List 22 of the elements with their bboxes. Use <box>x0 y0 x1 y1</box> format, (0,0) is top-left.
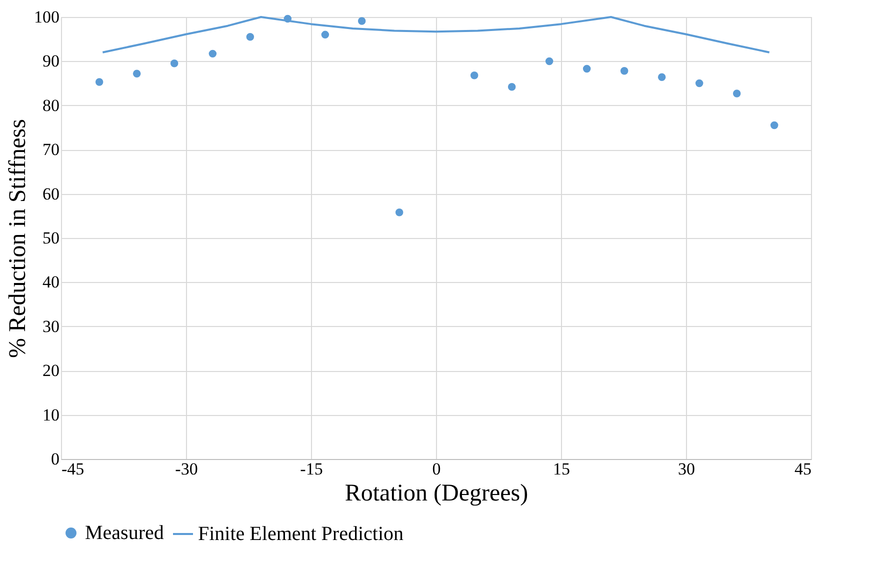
y-tick-label: 100 <box>34 8 60 26</box>
x-tick-label: -15 <box>300 460 323 478</box>
y-tick-label: 90 <box>42 52 60 71</box>
y-axis-title: % Reduction in Stiffness <box>5 119 31 358</box>
y-tick-label: 20 <box>42 361 60 380</box>
y-tick-label: 40 <box>42 272 60 292</box>
y-tick-label: 10 <box>42 405 60 424</box>
x-tick-label: -30 <box>175 460 198 478</box>
legend-label: Finite Element Prediction <box>198 523 404 545</box>
line-series <box>102 16 770 54</box>
x-tick-label: 30 <box>678 460 695 478</box>
x-tick-label: 15 <box>553 460 570 478</box>
x-tick-label: 0 <box>432 460 441 478</box>
y-tick-label: 50 <box>42 228 60 248</box>
y-tick-label: 80 <box>42 96 60 115</box>
x-tick-label: 45 <box>794 460 812 478</box>
legend-label: Measured <box>85 522 164 544</box>
y-tick-label: 60 <box>42 184 60 204</box>
y-tick-label: 70 <box>42 140 60 160</box>
x-tick-label: -45 <box>62 460 84 478</box>
y-tick-label: 30 <box>42 316 60 336</box>
x-axis-title: Rotation (Degrees) <box>344 480 528 506</box>
